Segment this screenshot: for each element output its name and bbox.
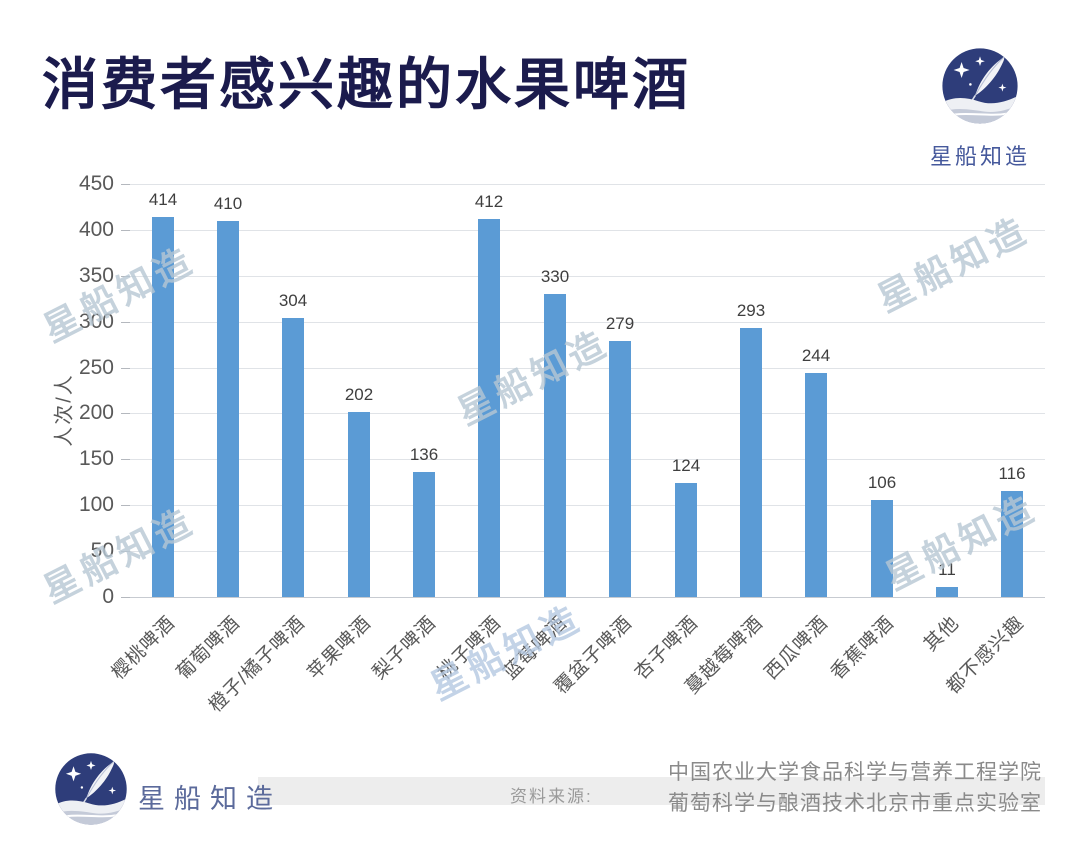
bar-value-label: 279 — [605, 313, 635, 333]
x-axis-label: 桃子啤酒 — [433, 612, 506, 684]
x-axis-label: 西瓜啤酒 — [760, 612, 833, 684]
source-label: 资料来源: — [510, 787, 593, 806]
gridline — [130, 229, 1045, 231]
bar — [282, 317, 304, 597]
bar — [1001, 490, 1023, 597]
y-axis-tick-label: 300 — [78, 309, 114, 333]
bar — [740, 328, 762, 597]
y-tick-mark — [121, 275, 130, 277]
gridline — [130, 184, 1045, 185]
x-axis-label: 梨子啤酒 — [368, 612, 441, 684]
gridline — [130, 275, 1045, 277]
bar — [217, 220, 239, 597]
bar-value-label: 410 — [213, 193, 243, 213]
gridline — [130, 367, 1045, 369]
bar — [348, 411, 370, 597]
y-tick-mark — [121, 321, 130, 323]
bar-value-label: 11 — [938, 559, 956, 579]
source-line-1: 中国农业大学食品科学与营养工程学院 — [668, 761, 1042, 784]
footer-source-band — [258, 777, 1045, 805]
y-axis-tick-label: 200 — [78, 401, 114, 425]
y-tick-mark — [121, 597, 130, 598]
y-tick-mark — [121, 367, 130, 369]
y-axis-tick-label: 450 — [78, 172, 114, 195]
bar — [936, 586, 958, 597]
y-axis-tick-label: 100 — [78, 493, 114, 517]
brand-block-top: 星船知造 — [920, 46, 1040, 171]
bar-value-label: 414 — [148, 190, 178, 210]
x-axis-label: 苹果啤酒 — [303, 612, 376, 684]
bar — [413, 472, 435, 597]
bar — [544, 294, 566, 597]
gridline — [130, 551, 1045, 553]
x-axis-line — [130, 597, 1045, 598]
star-ship-feather-logo-icon — [942, 48, 1018, 124]
page-title: 消费者感兴趣的水果啤酒 — [42, 53, 691, 118]
y-tick-mark — [121, 505, 130, 507]
gridline — [130, 413, 1045, 415]
bar — [675, 483, 697, 597]
gridline — [130, 505, 1045, 507]
gridline — [130, 321, 1045, 323]
bar — [805, 373, 827, 597]
bar-value-label: 124 — [671, 456, 701, 476]
bar-value-label: 293 — [736, 301, 766, 321]
plot-area: 0 50 100 150 200 250 300 350 400 450 414 樱桃啤酒 410 葡萄啤… — [79, 172, 1045, 717]
y-tick-mark — [121, 184, 130, 185]
bar-value-label: 330 — [540, 267, 570, 287]
y-tick-mark — [121, 459, 130, 461]
y-tick-mark — [121, 551, 130, 553]
bar-value-label: 106 — [867, 472, 897, 492]
y-axis-tick-label: 150 — [78, 447, 114, 471]
y-axis-tick-label: 400 — [78, 217, 114, 241]
y-tick-mark — [121, 229, 130, 231]
brand-name-top: 星船知造 — [929, 144, 1030, 169]
brand-name-footer: 星船知造 — [138, 784, 282, 814]
y-axis-tick-label: 0 — [102, 585, 114, 608]
bar-value-label: 136 — [409, 445, 439, 465]
bar — [871, 499, 893, 597]
bar-chart: 人次/人 0 50 100 150 200 250 300 350 400 450 414 樱桃啤酒 4… — [0, 172, 1080, 754]
y-axis-tick-label: 50 — [90, 539, 114, 563]
bar — [152, 217, 174, 597]
source-text: 中国农业大学食品科学与营养工程学院 葡萄科学与酿酒技术北京市重点实验室 — [668, 757, 1042, 819]
bar-value-label: 412 — [474, 191, 504, 211]
brand-block-footer — [53, 751, 129, 832]
gridline — [130, 459, 1045, 461]
x-axis-label: 其他 — [920, 612, 964, 656]
bar — [609, 340, 631, 597]
y-axis-tick-label: 350 — [78, 263, 114, 287]
bar-value-label: 116 — [998, 463, 1026, 483]
y-tick-mark — [121, 413, 130, 415]
bar-value-label: 304 — [278, 290, 308, 310]
y-axis-tick-label: 250 — [78, 355, 114, 379]
star-ship-feather-logo-icon — [55, 753, 127, 825]
bar — [478, 218, 500, 597]
bar-value-label: 202 — [344, 384, 374, 404]
x-axis-label: 樱桃啤酒 — [107, 612, 180, 684]
bar-value-label: 244 — [801, 346, 831, 366]
x-axis-label: 香蕉啤酒 — [826, 612, 899, 684]
source-line-2: 葡萄科学与酿酒技术北京市重点实验室 — [668, 792, 1042, 815]
